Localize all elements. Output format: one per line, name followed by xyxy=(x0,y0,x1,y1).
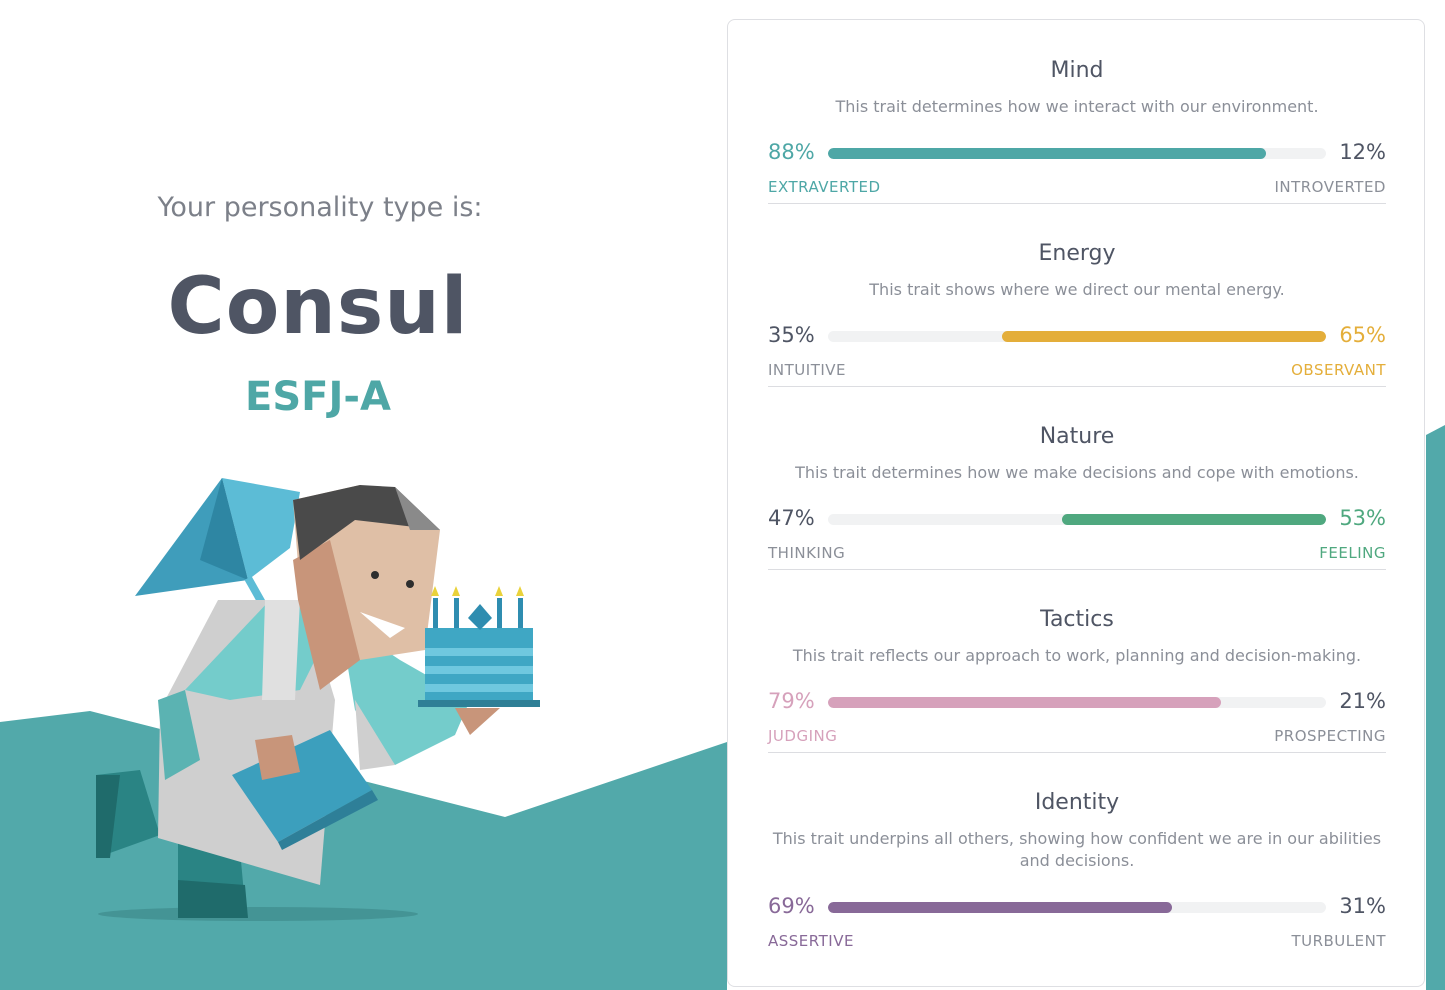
trait-title: Identity xyxy=(1034,790,1120,815)
trait-progress-bar xyxy=(828,697,1326,708)
trait-identity: Identity This trait underpins all others… xyxy=(768,752,1386,982)
trait-energy: Energy This trait shows where we direct … xyxy=(768,203,1386,387)
left-trait-label: EXTRAVERTED xyxy=(768,178,881,196)
personality-summary: Your personality type is: Consul ESFJ-A xyxy=(0,0,640,990)
left-percentage: 35% xyxy=(768,323,815,347)
trait-bar-row: 88% 12% xyxy=(768,140,1386,168)
trait-mind: Mind This trait determines how we intera… xyxy=(768,20,1386,204)
traits-card: Mind This trait determines how we intera… xyxy=(727,19,1425,987)
right-trait-label: FEELING xyxy=(1319,544,1386,562)
trait-progress-fill xyxy=(828,902,1172,913)
trait-title: Nature xyxy=(1039,424,1115,449)
left-trait-label: ASSERTIVE xyxy=(768,932,854,950)
intro-text: Your personality type is: xyxy=(157,192,483,223)
personality-type-code: ESFJ-A xyxy=(245,374,391,420)
right-trait-label: PROSPECTING xyxy=(1274,727,1386,745)
trait-progress-fill xyxy=(828,148,1266,159)
right-trait-label: TURBULENT xyxy=(1291,932,1386,950)
trait-title: Mind xyxy=(1050,58,1104,83)
trait-description: This trait determines how we make decisi… xyxy=(795,463,1359,482)
trait-progress-bar xyxy=(828,514,1326,525)
trait-progress-fill xyxy=(1002,331,1326,342)
trait-labels-row: EXTRAVERTED INTROVERTED xyxy=(768,178,1386,200)
trait-bar-row: 69% 31% xyxy=(768,894,1386,922)
trait-labels-row: THINKING FEELING xyxy=(768,544,1386,566)
trait-description: This trait reflects our approach to work… xyxy=(792,646,1362,665)
trait-description: This trait underpins all others, showing… xyxy=(772,829,1382,870)
trait-description: This trait determines how we interact wi… xyxy=(835,97,1319,116)
left-trait-label: INTUITIVE xyxy=(768,361,847,379)
trait-progress-fill xyxy=(828,697,1221,708)
trait-progress-fill xyxy=(1062,514,1326,525)
trait-labels-row: ASSERTIVE TURBULENT xyxy=(768,932,1386,954)
right-percentage: 65% xyxy=(1339,323,1386,347)
left-percentage: 88% xyxy=(768,140,815,164)
trait-labels-row: JUDGING PROSPECTING xyxy=(768,727,1386,749)
right-trait-label: INTROVERTED xyxy=(1274,178,1386,196)
consul-character-illustration xyxy=(96,478,540,921)
trait-title: Energy xyxy=(1038,241,1116,266)
trait-bar-row: 35% 65% xyxy=(768,323,1386,351)
trait-title: Tactics xyxy=(1040,607,1114,632)
trait-nature: Nature This trait determines how we make… xyxy=(768,386,1386,570)
trait-description: This trait shows where we direct our men… xyxy=(869,280,1285,299)
right-percentage: 53% xyxy=(1339,506,1386,530)
personality-type-name: Consul xyxy=(167,262,469,352)
trait-bar-row: 47% 53% xyxy=(768,506,1386,534)
left-percentage: 47% xyxy=(768,506,815,530)
trait-progress-bar xyxy=(828,148,1326,159)
left-trait-label: THINKING xyxy=(768,544,846,562)
right-percentage: 12% xyxy=(1339,140,1386,164)
trait-tactics: Tactics This trait reflects our approach… xyxy=(768,569,1386,753)
left-percentage: 79% xyxy=(768,689,815,713)
trait-progress-bar xyxy=(828,902,1326,913)
left-trait-label: JUDGING xyxy=(768,727,838,745)
left-percentage: 69% xyxy=(768,894,815,918)
trait-bar-row: 79% 21% xyxy=(768,689,1386,717)
right-trait-label: OBSERVANT xyxy=(1291,361,1386,379)
trait-labels-row: INTUITIVE OBSERVANT xyxy=(768,361,1386,383)
right-percentage: 21% xyxy=(1339,689,1386,713)
trait-progress-bar xyxy=(828,331,1326,342)
right-percentage: 31% xyxy=(1339,894,1386,918)
